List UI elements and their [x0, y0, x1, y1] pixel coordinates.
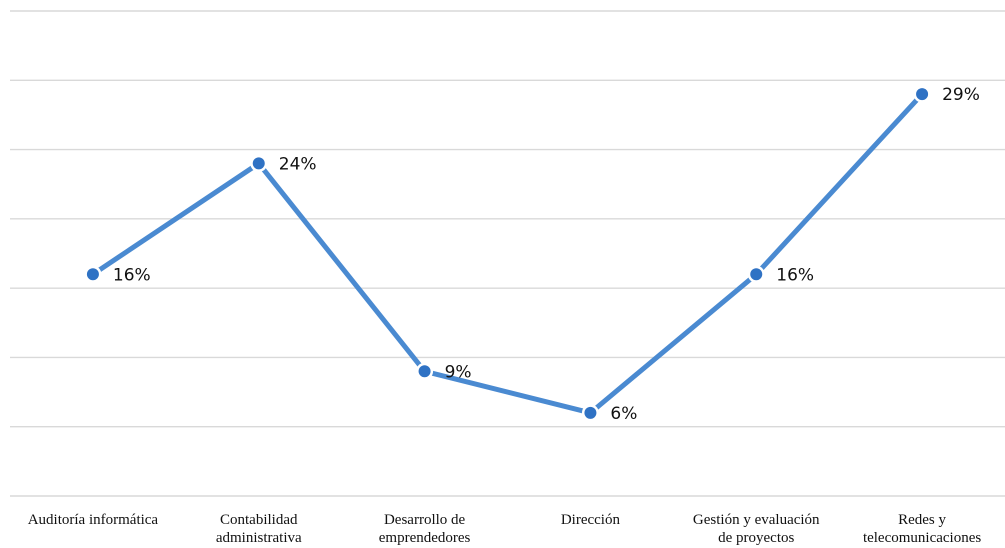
data-label: 16% — [113, 265, 151, 285]
data-point — [84, 265, 102, 283]
x-tick-label: Contabilidad administrativa — [216, 512, 302, 546]
data-point-dot — [916, 88, 929, 101]
data-labels: 16% 24% 9% 6% 16% 29% — [113, 85, 980, 424]
data-label: 24% — [279, 154, 317, 174]
data-point — [581, 404, 599, 422]
data-point-dot — [584, 406, 597, 419]
series-line — [90, 91, 925, 416]
data-point — [913, 85, 931, 103]
data-point — [747, 265, 765, 283]
data-point-dot — [252, 157, 265, 170]
data-point-dot — [750, 268, 763, 281]
data-label: 16% — [776, 265, 814, 285]
data-point-dot — [418, 365, 431, 378]
x-tick-label: Dirección — [561, 512, 621, 528]
data-points — [84, 85, 931, 422]
data-point — [250, 154, 268, 172]
data-point — [416, 362, 434, 380]
x-axis-tick-labels: Auditoría informática Contabilidad adminis… — [28, 512, 982, 546]
gridlines — [10, 10, 1005, 497]
x-tick-label: Gestión y evaluación de proyectos — [693, 512, 820, 546]
data-label: 9% — [445, 362, 472, 382]
data-label: 29% — [942, 85, 980, 105]
data-point-dot — [86, 268, 99, 281]
x-tick-label: Desarrollo de emprendedores — [379, 512, 471, 546]
data-label: 6% — [610, 404, 637, 424]
x-tick-label: Auditoría informática — [28, 512, 159, 528]
x-tick-label: Redes y telecomunicaciones — [863, 512, 981, 546]
